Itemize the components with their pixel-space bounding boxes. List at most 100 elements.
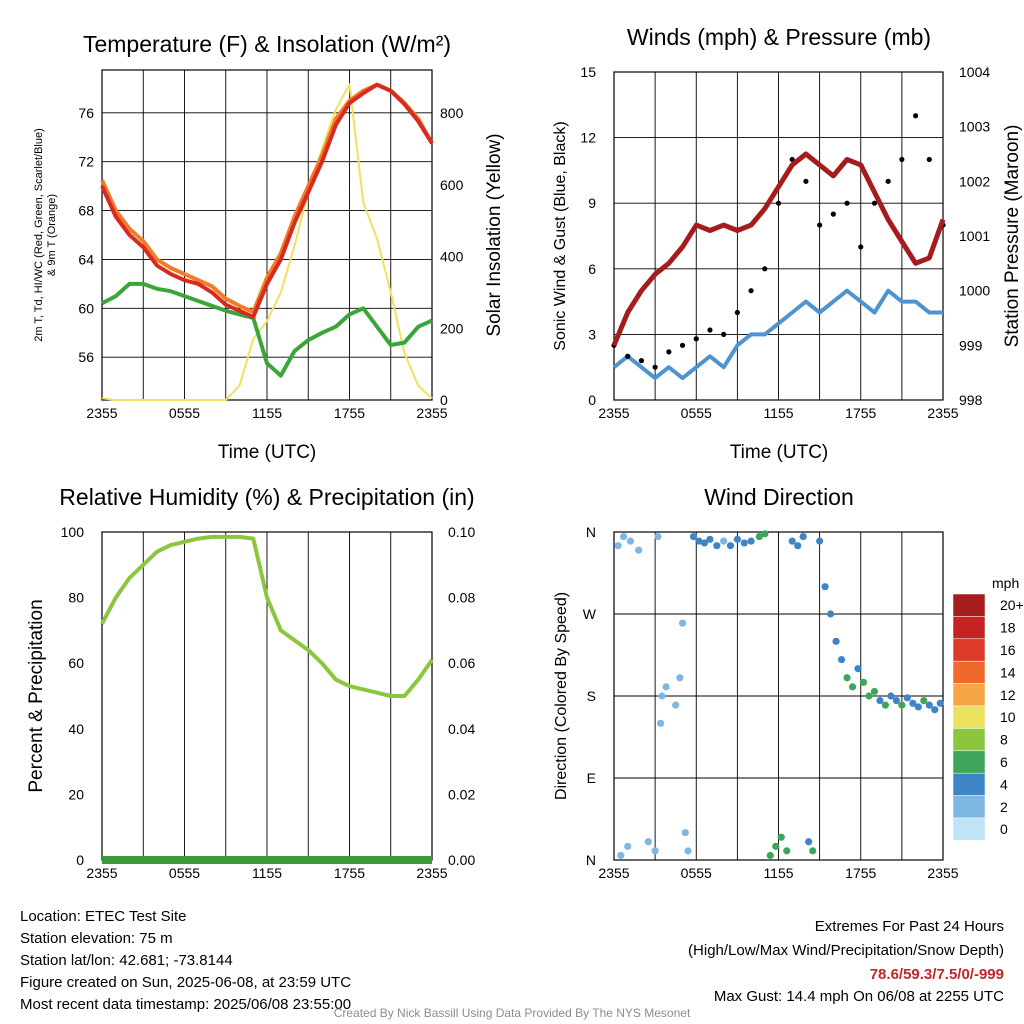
gust-point [721,331,727,337]
direction-point [843,674,851,682]
figure-created: Figure created on Sun, 2025-06-08, at 23… [20,974,352,991]
direction-point [676,674,684,682]
y2-tick-label: 600 [440,177,464,193]
x-tick-label: 1155 [252,405,282,421]
y-tick-label: E [587,770,596,786]
y-tick-label: 76 [78,105,94,121]
y-tick-label: 3 [588,326,596,342]
series-line-pressure [611,151,946,347]
legend-label: 16 [1000,642,1016,658]
station-elevation: Station elevation: 75 m [20,930,173,947]
direction-point [772,842,780,850]
y2-tick-label: 0.10 [448,524,475,540]
direction-point [726,542,735,550]
y-tick-label: 20 [68,786,84,802]
direction-point [788,537,796,545]
gust-point [858,244,864,250]
direction-point [689,532,698,541]
direction-point [654,532,662,541]
y2-tick-label: 200 [440,320,464,336]
direction-point [936,699,944,707]
legend-swatch [952,593,986,617]
direction-point [658,692,666,700]
direction-point [876,696,884,705]
x-tick-label: 2355 [86,405,117,421]
direction-point [854,665,862,673]
chart-title: Temperature (F) & Insolation (W/m²) [83,31,451,57]
direction-point [794,542,802,550]
max-gust: Max Gust: 14.4 mph On 06/08 at 2255 UTC [713,988,1004,1005]
y-axis-label-line: & 9m T (Orange) [46,194,58,276]
y-tick-label: 6 [588,261,596,277]
x-tick-label: 1755 [845,865,876,881]
y-tick-label: 80 [68,590,84,606]
y2-tick-label: 400 [440,249,464,265]
y-tick-label: 68 [78,203,94,219]
y2-tick-label: 1004 [959,64,990,80]
direction-point [931,706,939,714]
gust-point [762,266,768,272]
direction-point [706,535,714,543]
direction-point [837,655,846,664]
direction-point [657,719,665,727]
gust-point [748,288,754,294]
direction-point [898,701,906,709]
legend-label: 6 [1000,754,1008,770]
y2-axis-label: Solar Insolation (Yellow) [484,133,505,336]
direction-point [832,637,840,645]
direction-point [644,838,652,846]
gust-point [830,211,836,217]
x-tick-label: 2355 [86,865,117,881]
credit-line: Created By Nick Bassill Using Data Provi… [333,1006,691,1020]
direction-point [747,537,755,545]
y-tick-label: N [586,524,596,540]
y2-tick-label: 0 [440,392,448,408]
y2-tick-label: 999 [959,337,983,353]
direction-point [914,703,922,711]
x-axis-label: Time (UTC) [218,442,317,463]
recent-timestamp: Most recent data timestamp: 2025/06/08 2… [20,996,352,1013]
direction-point [903,694,911,702]
y-tick-label: 40 [68,721,84,737]
direction-point [755,532,763,541]
y2-tick-label: 1002 [959,173,990,189]
y-tick-label: 0 [588,392,596,408]
y2-tick-label: 0.08 [448,590,475,606]
series-line-rh [100,534,434,698]
x-tick-label: 1755 [334,405,365,421]
y-tick-label: 100 [61,524,85,540]
y2-tick-label: 998 [959,392,983,408]
x-tick-label: 2355 [927,865,958,881]
gust-point [625,353,631,359]
y-axis-label: 2m T, Td, HI/WC (Red, Green, Scarlet/Blu… [33,128,58,342]
direction-point [684,847,692,855]
direction-point [925,701,933,709]
legend-swatch [952,817,986,841]
legend-label: 0 [1000,821,1008,837]
legend-label: 20+ [1000,597,1024,613]
legend-swatch [952,616,986,640]
direction-point [662,683,670,691]
legend-label: 18 [1000,620,1016,636]
series-line-insolation [101,83,433,401]
y-tick-label: 12 [580,130,596,146]
direction-point [713,542,721,550]
direction-point [624,842,632,850]
y-tick-label: 64 [78,251,94,267]
temperature-panel: 2355 0555 1155 1755 2355 56 60 64 68 72 76 0 200 400 6… [33,31,505,463]
y-tick-label: 60 [78,300,94,316]
x-tick-label: 2355 [416,405,447,421]
chart-title: Winds (mph) & Pressure (mb) [627,24,931,50]
y-axis-label: Percent & Precipitation [26,599,47,792]
gust-point [885,178,891,184]
direction-point [733,535,741,543]
x-axis-label: Time (UTC) [730,442,829,463]
x-tick-label: 0555 [169,405,200,421]
gust-point [871,200,878,206]
legend-label: 10 [1000,709,1016,725]
direction-point [614,542,622,550]
legend-swatch [952,728,986,752]
gust-point [803,178,809,184]
direction-point [777,833,785,841]
